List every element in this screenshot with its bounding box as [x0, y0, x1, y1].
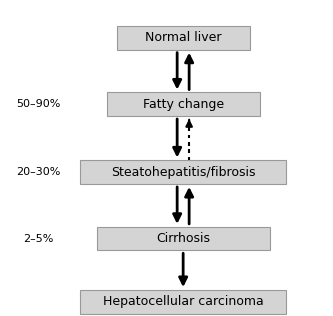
Text: Fatty change: Fatty change	[143, 98, 224, 111]
FancyBboxPatch shape	[117, 26, 250, 50]
Text: 50–90%: 50–90%	[16, 99, 61, 109]
FancyBboxPatch shape	[107, 92, 260, 116]
FancyBboxPatch shape	[97, 227, 270, 250]
Text: Steatohepatitis/fibrosis: Steatohepatitis/fibrosis	[111, 166, 255, 179]
Text: Cirrhosis: Cirrhosis	[156, 232, 210, 245]
Text: Hepatocellular carcinoma: Hepatocellular carcinoma	[103, 295, 263, 308]
Text: 2–5%: 2–5%	[23, 234, 54, 244]
FancyBboxPatch shape	[80, 290, 286, 313]
Text: Normal liver: Normal liver	[145, 31, 221, 45]
FancyBboxPatch shape	[80, 160, 286, 184]
Text: 20–30%: 20–30%	[16, 167, 61, 177]
